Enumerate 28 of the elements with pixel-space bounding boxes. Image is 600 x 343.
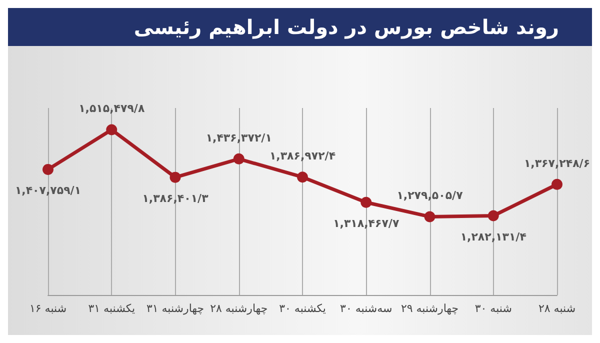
data-label: ۱,۳۸۶,۴۰۱/۳ bbox=[142, 192, 209, 205]
data-label: ۱,۳۶۷,۲۴۸/۶ bbox=[524, 156, 590, 170]
point bbox=[106, 124, 118, 136]
data-label: ۱,۵۱۵,۴۷۹/۸ bbox=[78, 102, 145, 116]
data-label: ۱,۳۸۶,۹۷۲/۴ bbox=[269, 150, 336, 163]
x-tick-label: یکشنبه ۳۰ bbox=[279, 302, 326, 315]
x-tick-label: شنبه ۱۶ bbox=[29, 302, 67, 315]
x-tick-label: یکشنبه ۳۱ bbox=[88, 302, 136, 315]
point bbox=[170, 172, 181, 183]
data-label: ۱,۴۰۷,۷۵۹/۱ bbox=[14, 184, 82, 197]
point bbox=[552, 178, 562, 190]
point bbox=[42, 164, 54, 175]
point bbox=[488, 210, 499, 222]
data-label: ۱,۲۷۹,۵۰۵/۷ bbox=[396, 189, 464, 202]
x-tick-label: چهارشنبه ۲۹ bbox=[400, 302, 459, 315]
point bbox=[360, 196, 372, 208]
data-label: ۱,۲۸۲,۱۳۱/۴ bbox=[460, 230, 527, 244]
x-tick-label: چهارشنبه ۳۱ bbox=[146, 302, 204, 315]
x-tick-label: شنبه ۳۰ bbox=[474, 302, 512, 315]
point bbox=[233, 153, 244, 164]
x-tick-label: سه‌شنبه ۳۰ bbox=[340, 302, 392, 315]
chart-title: روند شاخص بورس در دولت ابراهیم رئیسی bbox=[134, 15, 560, 39]
point bbox=[424, 211, 436, 222]
x-tick-label: چهارشنبه ۲۸ bbox=[210, 302, 268, 315]
data-label: ۱,۳۱۸,۴۶۷/۷ bbox=[333, 216, 400, 230]
x-tick-label: شنبه ۲۸ bbox=[538, 302, 576, 315]
point bbox=[297, 172, 308, 183]
data-label: ۱,۴۳۶,۳۷۲/۱ bbox=[206, 131, 272, 144]
